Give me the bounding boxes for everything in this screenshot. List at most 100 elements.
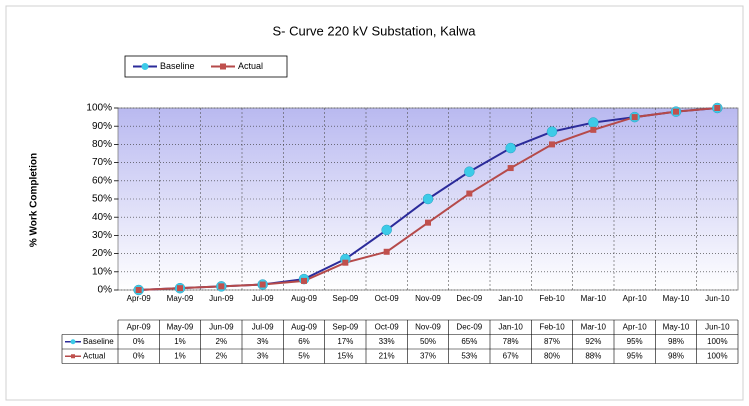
marker [631, 114, 638, 121]
x-tick-label: Feb-10 [539, 294, 565, 303]
x-tick-label: Nov-09 [415, 294, 441, 303]
table-cell: 0% [133, 337, 145, 346]
x-tick-label: Jan-10 [498, 294, 523, 303]
legend [124, 55, 288, 78]
marker [466, 190, 473, 197]
x-tick-label: Apr-10 [623, 294, 648, 303]
table-header: Feb-10 [539, 322, 565, 331]
marker [588, 117, 599, 128]
y-tick-label: 80% [92, 139, 112, 150]
y-tick-label: 90% [92, 121, 112, 132]
x-tick-label: Dec-09 [456, 294, 482, 303]
table-cell: 88% [585, 351, 601, 360]
legend-label: Baseline [160, 61, 195, 71]
x-tick-label: Apr-09 [127, 294, 152, 303]
table-cell: 100% [707, 337, 727, 346]
legend-marker [141, 63, 149, 70]
table-cell: 6% [298, 337, 310, 346]
table-cell: 80% [544, 351, 560, 360]
y-tick-label: 100% [86, 103, 112, 114]
table-header: Jun-09 [209, 322, 234, 331]
table-header: Jul-09 [252, 322, 274, 331]
y-tick-label: 30% [92, 230, 112, 241]
table-cell: 98% [668, 337, 684, 346]
table-cell: 3% [257, 337, 269, 346]
table-header: Jan-10 [498, 322, 523, 331]
table-header: May-10 [663, 322, 690, 331]
table-cell: 100% [707, 351, 727, 360]
table-cell: 53% [461, 351, 477, 360]
table-row-label: Actual [83, 351, 105, 360]
table-header: Dec-09 [456, 322, 482, 331]
table-cell: 0% [133, 351, 145, 360]
table-header: Mar-10 [581, 322, 607, 331]
y-tick-label: 60% [92, 175, 112, 186]
table-header: Apr-09 [127, 322, 152, 331]
table-cell: 2% [216, 351, 228, 360]
table-cell: 15% [337, 351, 353, 360]
marker [505, 142, 516, 154]
x-tick-label: Aug-09 [291, 294, 317, 303]
y-axis-label: % Work Completion [29, 153, 40, 247]
table-row-label: Baseline [83, 337, 114, 346]
marker [301, 277, 307, 284]
y-tick-label: 40% [92, 212, 112, 223]
marker [381, 224, 392, 236]
legend-marker [220, 63, 226, 70]
table-header: Apr-10 [623, 322, 648, 331]
marker [135, 287, 142, 293]
x-tick-label: May-09 [167, 294, 194, 303]
marker [590, 126, 597, 133]
marker [507, 165, 514, 172]
table-header: Nov-09 [415, 322, 441, 331]
x-tick-label: May-10 [663, 294, 690, 303]
table-cell: 3% [257, 351, 269, 360]
table-cell: 5% [298, 351, 310, 360]
table-legend-marker [71, 354, 75, 359]
table-cell: 17% [337, 337, 353, 346]
table-header: Aug-09 [291, 322, 317, 331]
table-cell: 21% [379, 351, 395, 360]
table-cell: 2% [216, 337, 228, 346]
y-tick-label: 20% [92, 248, 112, 259]
x-tick-label: Jul-09 [252, 294, 274, 303]
table-legend-marker [70, 339, 76, 345]
table-cell: 67% [503, 351, 519, 360]
marker [673, 108, 679, 115]
y-tick-label: 70% [92, 157, 112, 168]
table-cell: 98% [668, 351, 684, 360]
chart-title: S- Curve 220 kV Substation, Kalwa [272, 23, 476, 38]
marker [342, 259, 349, 266]
table-header: May-09 [167, 322, 194, 331]
table-cell: 33% [379, 337, 395, 346]
table-header: Sep-09 [332, 322, 358, 331]
table-cell: 92% [585, 337, 601, 346]
y-tick-label: 0% [98, 285, 113, 296]
table-cell: 78% [503, 337, 519, 346]
table-cell: 95% [627, 351, 643, 360]
marker [546, 126, 558, 137]
table-cell: 65% [461, 337, 477, 346]
x-tick-label: Mar-10 [581, 294, 607, 303]
y-tick-label: 50% [92, 194, 112, 205]
table-cell: 1% [174, 337, 186, 346]
marker [177, 285, 183, 292]
table-cell: 87% [544, 337, 560, 346]
marker [259, 281, 266, 288]
table-cell: 1% [174, 351, 186, 360]
marker [422, 193, 434, 205]
marker [714, 105, 721, 111]
table-header: Jun-10 [705, 322, 730, 331]
x-tick-label: Sep-09 [332, 294, 358, 303]
x-tick-label: Oct-09 [375, 294, 400, 303]
table-cell: 50% [420, 337, 436, 346]
table-header: Oct-09 [375, 322, 400, 331]
marker [425, 219, 431, 226]
legend-label: Actual [238, 61, 263, 71]
marker [464, 166, 475, 177]
table-cell: 37% [420, 351, 436, 360]
marker [549, 141, 555, 148]
y-tick-label: 10% [92, 266, 112, 277]
marker [383, 248, 390, 255]
